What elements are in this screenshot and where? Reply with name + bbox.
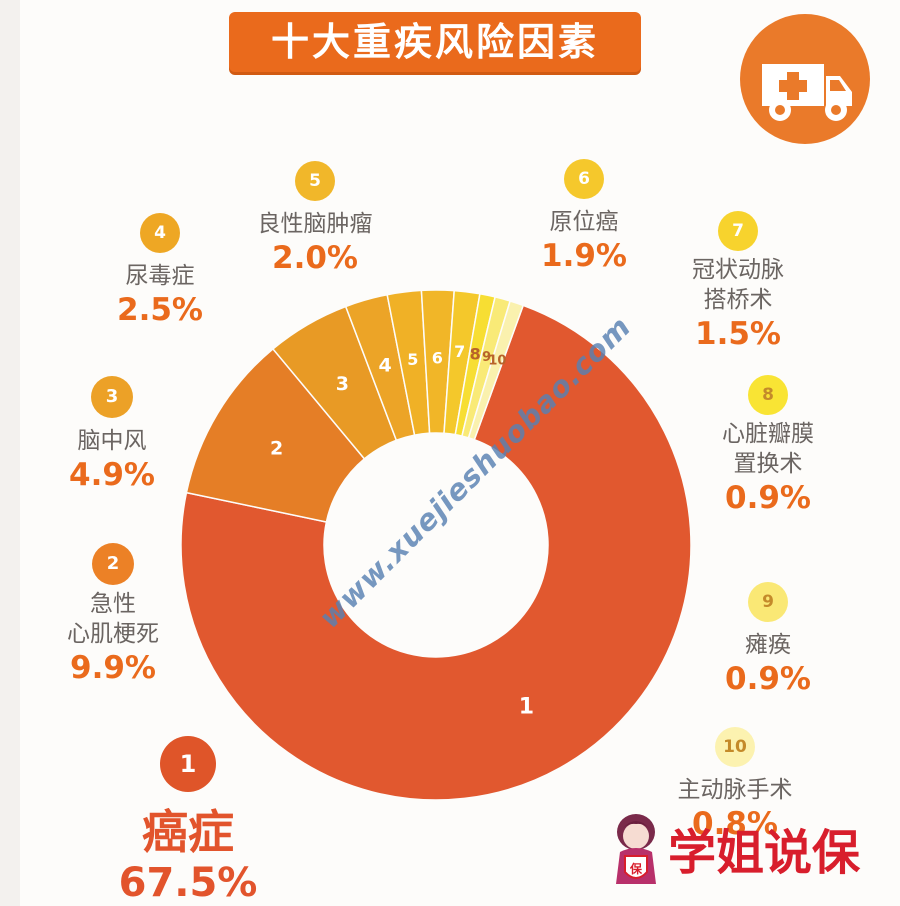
donut-slice-1 <box>180 304 692 801</box>
slice-label-3: 3 <box>336 373 349 395</box>
category-name-line2: 心肌梗死 <box>67 621 159 647</box>
slice-label-8: 8 <box>470 345 481 364</box>
chart-title: 十大重疾风险因素 <box>270 20 599 64</box>
category-value: 1.9% <box>541 238 627 274</box>
slice-label-1: 1 <box>519 695 534 720</box>
legend-item-7: 7 冠状动脉 搭桥术 1.5% <box>682 211 794 353</box>
category-name: 脑中风 <box>77 428 147 454</box>
slice-label-4: 4 <box>378 355 391 377</box>
category-name-line2: 置换术 <box>733 451 803 477</box>
rank-badge: 2 <box>92 543 134 585</box>
brand-badge-char: 保 <box>629 861 643 876</box>
category-name: 瘫痪 <box>745 632 791 658</box>
category-name: 主动脉手术 <box>677 777 793 803</box>
brand-name: 学姐说保 <box>668 825 861 881</box>
slice-label-6: 6 <box>432 349 443 368</box>
legend-item-9: 9 瘫痪 0.9% <box>718 582 818 698</box>
category-value: 0.9% <box>725 480 811 516</box>
rank-badge: 3 <box>91 376 133 418</box>
category-name: 急性 <box>90 591 136 617</box>
legend-item-1: 1 癌症 67.5% <box>108 736 268 906</box>
category-name-line2: 搭桥术 <box>703 287 773 313</box>
title-banner <box>229 12 641 72</box>
rank-badge: 10 <box>715 727 755 767</box>
advisor-avatar-icon: 保 <box>616 814 656 884</box>
category-name: 冠状动脉 <box>692 257 784 283</box>
category-value: 0.8% <box>692 806 778 842</box>
category-name: 癌症 <box>142 805 234 859</box>
category-name: 尿毒症 <box>125 263 195 289</box>
slice-label-2: 2 <box>270 438 283 460</box>
legend-item-5: 5 良性脑肿瘤 2.0% <box>235 161 395 277</box>
slice-label-9: 9 <box>482 350 491 365</box>
legend-item-10: 10 主动脉手术 0.8% <box>660 727 810 843</box>
rank-badge: 7 <box>718 211 758 251</box>
slice-label-7: 7 <box>454 342 465 361</box>
legend-item-4: 4 尿毒症 2.5% <box>100 213 220 329</box>
category-name: 心脏瓣膜 <box>722 421 814 447</box>
slice-label-10: 10 <box>488 353 506 368</box>
rank-badge: 8 <box>748 375 788 415</box>
category-value: 2.0% <box>272 240 358 276</box>
legend-item-8: 8 心脏瓣膜 置换术 0.9% <box>708 375 828 517</box>
legend-item-3: 3 脑中风 4.9% <box>52 376 172 494</box>
donut-slice-10 <box>467 300 525 441</box>
rank-badge: 6 <box>564 159 604 199</box>
rank-badge: 9 <box>748 582 788 622</box>
slice-label-5: 5 <box>407 350 418 369</box>
ambulance-icon <box>740 14 870 144</box>
category-value: 0.9% <box>725 661 811 697</box>
category-name: 原位癌 <box>549 209 619 235</box>
category-value: 1.5% <box>695 316 781 352</box>
legend-item-6: 6 原位癌 1.9% <box>528 159 640 275</box>
rank-badge: 4 <box>140 213 180 253</box>
category-value: 4.9% <box>69 457 155 493</box>
category-name: 良性脑肿瘤 <box>257 211 373 237</box>
rank-badge: 5 <box>295 161 335 201</box>
category-value: 67.5% <box>118 860 258 906</box>
legend-item-2: 2 急性 心肌梗死 9.9% <box>43 543 183 687</box>
category-value: 9.9% <box>70 650 156 686</box>
category-value: 2.5% <box>117 292 203 328</box>
rank-badge: 1 <box>160 736 216 792</box>
